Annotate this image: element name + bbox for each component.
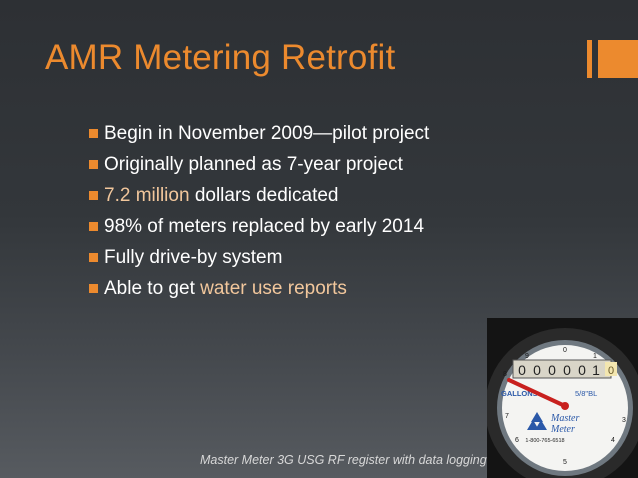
bullet-item: 98% of meters replaced by early 2014: [89, 211, 429, 242]
register-digit: 1: [592, 362, 600, 378]
bullet-square-icon: [89, 222, 98, 231]
bullet-text: Able to get: [104, 277, 201, 299]
bullet-square-icon: [89, 284, 98, 293]
brand-name-line-1: Master: [550, 413, 579, 424]
bullet-square-icon: [89, 191, 98, 200]
dial-number: 9: [525, 353, 529, 360]
dial-number: 6: [515, 437, 519, 444]
dial-number: 5: [563, 459, 567, 466]
unit-label: GALLONS: [501, 389, 538, 398]
dial-number: 3: [622, 417, 626, 424]
register-last-digit-window: [605, 362, 617, 376]
bullet-square-icon: [89, 160, 98, 169]
logo-triangle: [535, 420, 547, 430]
size-label: 5/8"BL: [575, 389, 597, 398]
dial-number: 7: [505, 413, 509, 420]
bullet-text: dollars dedicated: [189, 184, 339, 206]
register-digit: 0: [533, 362, 541, 378]
dial-number: 8: [503, 371, 507, 378]
dial-number: 0: [563, 347, 567, 354]
bullet-highlight-text: 7.2 million: [104, 184, 190, 206]
phone-number: 1-800-765-6518: [525, 438, 564, 444]
bullet-item: Originally planned as 7-year project: [89, 149, 429, 180]
register-digit: 0: [578, 362, 586, 378]
bullet-text: 98% of meters replaced by early 2014: [104, 215, 425, 237]
bullet-item: Fully drive-by system: [89, 242, 429, 273]
bullet-text: Fully drive-by system: [104, 246, 283, 268]
bullet-text: Originally planned as 7-year project: [104, 153, 403, 175]
bullet-highlight-text: water use reports: [200, 277, 347, 299]
register-digit: 0: [518, 362, 526, 378]
bullet-square-icon: [89, 129, 98, 138]
bullet-item: Begin in November 2009—pilot project: [89, 118, 429, 149]
logo-triangle: [531, 412, 543, 422]
dial-number: 4: [611, 437, 615, 444]
sweep-hand: [507, 378, 567, 408]
slide-title: AMR Metering Retrofit: [45, 38, 396, 77]
brand-name-line-2: Meter: [550, 424, 575, 435]
register-digit: 0: [548, 362, 556, 378]
accent-bar-thin: [587, 40, 592, 78]
bullet-item: Able to get water use reports: [89, 273, 429, 304]
dial-number: 1: [593, 353, 597, 360]
accent-bar-thick: [598, 40, 638, 78]
register-digit: 0: [563, 362, 571, 378]
sweep-hand-hub: [561, 402, 569, 410]
photo-caption: Master Meter 3G USG RF register with dat…: [200, 453, 487, 467]
bullet-text: Begin in November 2009—pilot project: [104, 122, 430, 144]
brand-logo: Master Meter: [527, 412, 579, 435]
logo-triangle: [527, 420, 539, 430]
register-counter: 0 0 0 0 0 1 0: [512, 359, 617, 379]
bullet-item: 7.2 million dollars dedicated: [89, 180, 429, 211]
bullet-list: Begin in November 2009—pilot project Ori…: [89, 118, 429, 304]
water-meter-photo: 0 1 2 3 4 5 6 7 8 9 0 0 0 0 0 1 0 GALLON…: [487, 318, 638, 478]
register-last-digit: 0: [608, 365, 614, 377]
bullet-square-icon: [89, 253, 98, 262]
